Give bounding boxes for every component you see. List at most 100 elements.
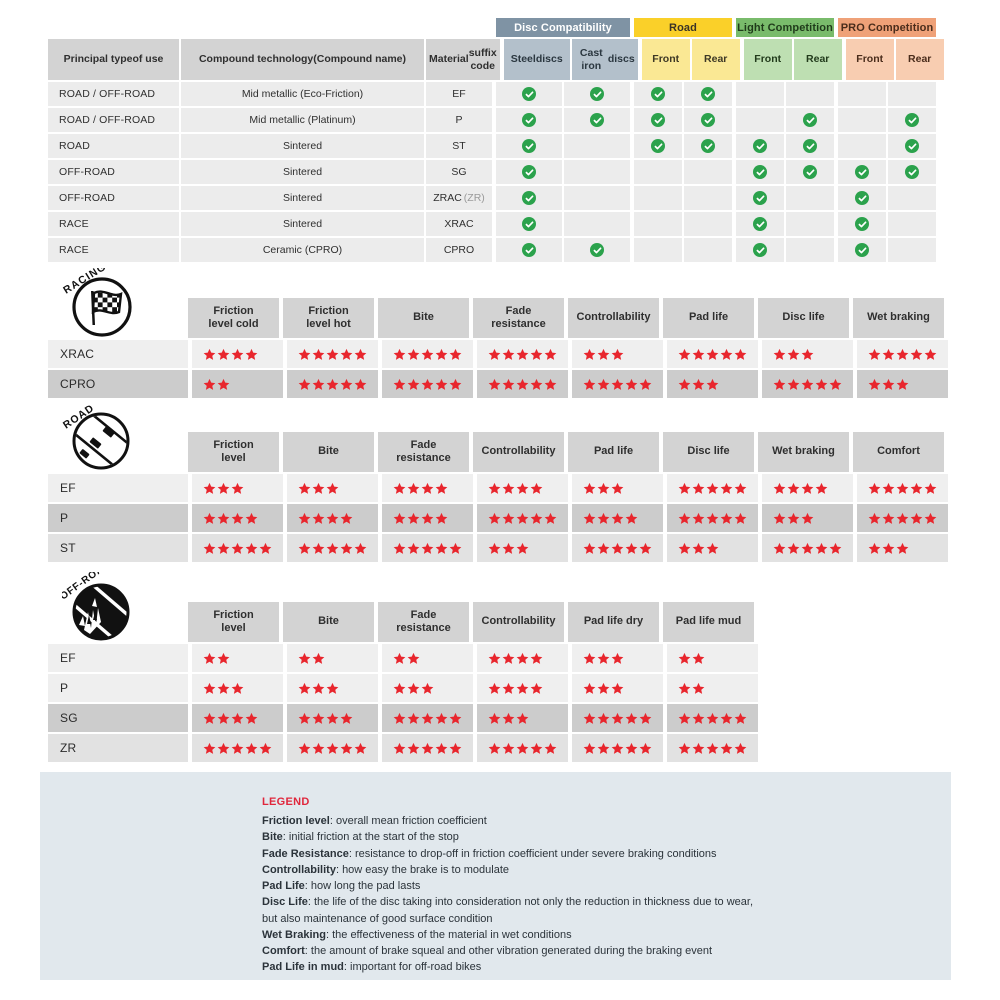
star-rating: [203, 482, 244, 495]
compat-column-header: Principal type of use: [48, 39, 179, 80]
star-icon: [407, 512, 420, 525]
star-icon: [625, 742, 638, 755]
star-icon: [259, 742, 272, 755]
check-icon: [590, 113, 604, 127]
rating-cell: [857, 474, 948, 502]
rating-row-label: P: [48, 504, 188, 532]
star-icon: [678, 652, 691, 665]
star-icon: [488, 712, 501, 725]
table-row: EF: [48, 474, 951, 502]
rating-column-header: Bite: [283, 432, 374, 472]
table-row: XRAC: [48, 340, 951, 368]
star-rating: [393, 652, 420, 665]
star-icon: [245, 542, 258, 555]
star-rating: [678, 682, 705, 695]
star-icon: [502, 652, 515, 665]
cell-compatibility: [888, 82, 936, 106]
star-icon: [692, 348, 705, 361]
star-rating: [583, 512, 638, 525]
star-icon: [217, 378, 230, 391]
star-icon: [597, 652, 610, 665]
rating-column-header: Pad life: [568, 432, 659, 472]
star-icon: [435, 482, 448, 495]
table-row: P: [48, 504, 951, 532]
star-icon: [787, 512, 800, 525]
star-icon: [393, 378, 406, 391]
legend-entry: but also maintenance of good surface con…: [262, 912, 493, 925]
star-icon: [868, 542, 881, 555]
star-icon: [488, 652, 501, 665]
star-icon: [312, 482, 325, 495]
star-icon: [488, 348, 501, 361]
star-icon: [530, 742, 543, 755]
rating-cell: [572, 674, 663, 702]
star-icon: [421, 542, 434, 555]
check-icon: [855, 165, 869, 179]
star-rating: [393, 742, 462, 755]
table-row: ST: [48, 534, 951, 562]
star-icon: [706, 542, 719, 555]
rating-column-header: Pad life: [663, 298, 754, 338]
star-icon: [611, 348, 624, 361]
rating-cell: [667, 474, 758, 502]
star-icon: [692, 682, 705, 695]
star-icon: [393, 712, 406, 725]
star-rating: [488, 348, 557, 361]
rating-cell: [857, 340, 948, 368]
compat-column-header: Rear: [793, 39, 842, 80]
star-icon: [326, 742, 339, 755]
star-icon: [868, 482, 881, 495]
star-icon: [597, 712, 610, 725]
compat-column-header: Compound technology (Compound name): [181, 39, 424, 80]
rating-cell: [572, 734, 663, 762]
star-icon: [692, 512, 705, 525]
star-icon: [393, 682, 406, 695]
star-icon: [706, 378, 719, 391]
star-icon: [868, 378, 881, 391]
star-icon: [801, 512, 814, 525]
star-rating: [583, 482, 624, 495]
star-icon: [516, 542, 529, 555]
table-row: ROAD / OFF-ROAD Mid metallic (Eco-Frictio…: [48, 82, 951, 106]
star-icon: [407, 742, 420, 755]
star-rating: [678, 348, 747, 361]
check-icon: [753, 139, 767, 153]
star-icon: [734, 742, 747, 755]
cell-material-suffix-code: ST: [426, 134, 492, 158]
legend-lines: Friction level: overall mean friction co…: [262, 813, 922, 976]
cell-compatibility: [838, 238, 886, 262]
cell-principal-use: OFF-ROAD: [48, 186, 179, 210]
rating-cell: [287, 504, 378, 532]
star-icon: [734, 512, 747, 525]
cell-material-suffix-code: EF: [426, 82, 492, 106]
cell-compatibility: [786, 238, 834, 262]
cell-compound-technology: Sintered: [181, 134, 424, 158]
compat-column-header: Steel discs: [503, 39, 570, 80]
star-icon: [868, 512, 881, 525]
star-icon: [502, 348, 515, 361]
cell-compatibility: [838, 82, 886, 106]
star-icon: [692, 712, 705, 725]
star-icon: [516, 512, 529, 525]
star-icon: [231, 512, 244, 525]
star-icon: [407, 542, 420, 555]
star-icon: [639, 542, 652, 555]
star-icon: [407, 482, 420, 495]
star-icon: [312, 512, 325, 525]
rating-cell: [287, 534, 378, 562]
cell-compatibility: [496, 108, 562, 132]
check-icon: [522, 165, 536, 179]
star-icon: [393, 542, 406, 555]
badge-slot: [48, 432, 188, 472]
check-icon: [803, 139, 817, 153]
star-rating: [583, 542, 652, 555]
star-icon: [597, 482, 610, 495]
cell-compatibility: [786, 108, 834, 132]
star-icon: [488, 482, 501, 495]
star-icon: [882, 482, 895, 495]
star-icon: [720, 348, 733, 361]
table-row: P: [48, 674, 951, 702]
star-icon: [407, 682, 420, 695]
star-rating: [298, 742, 367, 755]
star-icon: [720, 512, 733, 525]
